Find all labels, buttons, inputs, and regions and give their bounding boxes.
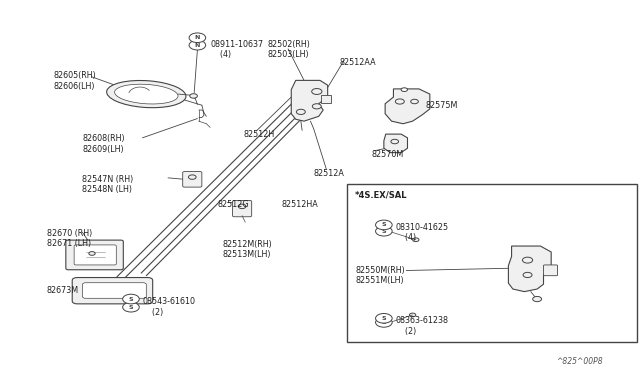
Text: 82502(RH)
82503(LH): 82502(RH) 82503(LH): [268, 39, 310, 59]
Text: 82512A: 82512A: [314, 169, 344, 178]
Circle shape: [401, 88, 408, 92]
Text: 82512HA: 82512HA: [282, 200, 319, 209]
Polygon shape: [291, 80, 328, 121]
Text: 08543-61610
    (2): 08543-61610 (2): [143, 297, 195, 317]
FancyBboxPatch shape: [321, 95, 332, 103]
Text: N: N: [195, 35, 200, 40]
Circle shape: [376, 227, 392, 236]
FancyBboxPatch shape: [182, 171, 202, 187]
Text: S: S: [381, 320, 386, 325]
FancyBboxPatch shape: [232, 201, 252, 217]
Text: 82575M: 82575M: [426, 101, 458, 110]
Circle shape: [189, 33, 205, 42]
Text: 82670 (RH)
82671 (LH): 82670 (RH) 82671 (LH): [47, 229, 92, 248]
Text: S: S: [381, 229, 386, 234]
FancyBboxPatch shape: [83, 283, 147, 298]
Circle shape: [189, 94, 197, 98]
Ellipse shape: [115, 84, 178, 104]
Circle shape: [391, 139, 399, 144]
Circle shape: [376, 314, 392, 323]
FancyBboxPatch shape: [347, 184, 637, 342]
Text: 82547N (RH)
82548N (LH): 82547N (RH) 82548N (LH): [83, 175, 134, 194]
Ellipse shape: [107, 80, 186, 108]
FancyBboxPatch shape: [543, 265, 557, 276]
Circle shape: [410, 313, 416, 317]
Text: S: S: [381, 316, 386, 321]
Circle shape: [376, 220, 392, 230]
Text: *4S.EX/SAL: *4S.EX/SAL: [355, 190, 408, 199]
Circle shape: [523, 272, 532, 278]
Circle shape: [376, 318, 392, 327]
Text: 08310-41625
    (4): 08310-41625 (4): [396, 223, 449, 243]
Circle shape: [123, 294, 140, 304]
Circle shape: [123, 302, 140, 312]
Text: 82550M(RH)
82551M(LH): 82550M(RH) 82551M(LH): [355, 266, 405, 285]
Text: 82512M(RH)
82513M(LH): 82512M(RH) 82513M(LH): [223, 240, 273, 259]
Circle shape: [188, 175, 196, 179]
Circle shape: [411, 99, 419, 104]
Circle shape: [124, 297, 131, 301]
Circle shape: [89, 251, 95, 255]
Polygon shape: [508, 246, 551, 292]
FancyBboxPatch shape: [66, 240, 124, 270]
FancyBboxPatch shape: [72, 278, 153, 304]
Circle shape: [396, 99, 404, 104]
Circle shape: [189, 40, 205, 50]
Text: N: N: [195, 43, 200, 48]
Circle shape: [238, 204, 246, 209]
Text: 82512G: 82512G: [218, 200, 250, 209]
Text: S: S: [129, 296, 133, 302]
Text: S: S: [381, 222, 386, 227]
Text: 08363-61238
    (2): 08363-61238 (2): [396, 317, 449, 336]
Circle shape: [312, 89, 322, 94]
Text: 82608(RH)
82609(LH): 82608(RH) 82609(LH): [83, 134, 125, 154]
Text: 82512AA: 82512AA: [339, 58, 376, 67]
Text: S: S: [129, 305, 133, 310]
Circle shape: [296, 109, 305, 115]
Circle shape: [532, 296, 541, 302]
Text: 82570M: 82570M: [371, 150, 403, 159]
Polygon shape: [385, 89, 430, 124]
Text: 08911-10637
    (4): 08911-10637 (4): [210, 39, 263, 59]
Text: 82673M: 82673M: [47, 286, 79, 295]
Text: 82512H: 82512H: [243, 131, 275, 140]
Text: 82605(RH)
82606(LH): 82605(RH) 82606(LH): [53, 71, 96, 90]
FancyBboxPatch shape: [74, 245, 116, 265]
Polygon shape: [384, 134, 408, 153]
Circle shape: [312, 104, 321, 109]
Circle shape: [522, 257, 532, 263]
Text: ^825^00P8: ^825^00P8: [556, 357, 603, 366]
Circle shape: [413, 238, 419, 241]
